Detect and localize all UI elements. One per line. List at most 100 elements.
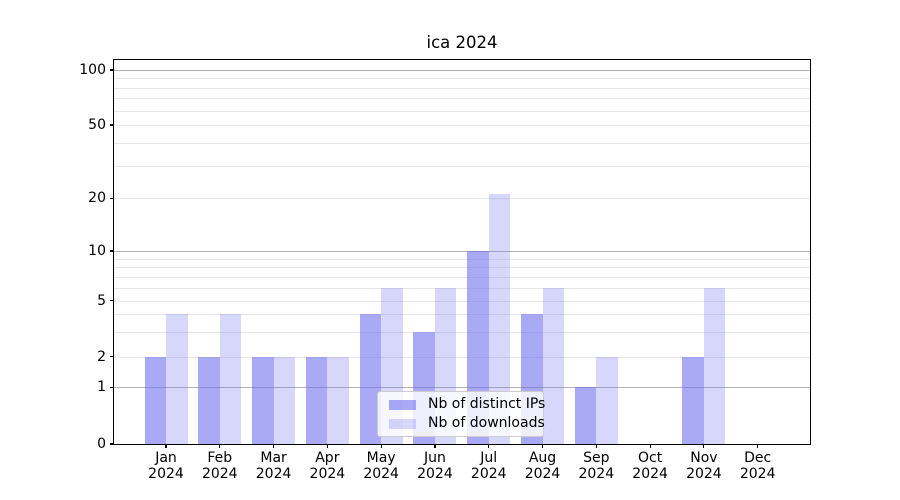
x-tick-mark (380, 444, 382, 448)
legend-swatch-downloads (389, 418, 416, 429)
bar-distinct-ips (682, 356, 704, 444)
gridline-minor (114, 356, 810, 358)
x-tick-label: Jan 2024 (134, 450, 198, 482)
x-tick-label-month: Mar (260, 450, 287, 466)
gridline-minor (114, 276, 810, 278)
x-tick-mark (488, 444, 490, 448)
gridline-minor (114, 300, 810, 302)
y-tick-mark (110, 69, 114, 71)
gridline-minor (114, 87, 810, 89)
x-tick-label-year: 2024 (686, 465, 722, 482)
x-tick-label-month: Feb (207, 450, 233, 466)
y-tick-mark (110, 124, 114, 126)
legend-item-downloads: Nb of downloads (386, 416, 545, 431)
y-tick-label: 50 (88, 117, 106, 133)
y-tick-mark (110, 300, 114, 302)
gridline-minor (114, 98, 810, 100)
gridline-minor (114, 287, 810, 289)
x-tick-label: Apr 2024 (295, 450, 359, 482)
x-tick-label: Mar 2024 (242, 450, 306, 482)
x-tick-label: Jul 2024 (457, 450, 521, 482)
gridline-minor (114, 165, 810, 167)
x-tick-label-month: Jul (480, 450, 498, 466)
x-tick-label: Jun 2024 (403, 450, 467, 482)
x-tick-label: Dec 2024 (726, 450, 790, 482)
bar-downloads (542, 287, 565, 444)
y-tick-label: 5 (97, 292, 106, 309)
bar-distinct-ips (305, 356, 328, 444)
gridline-major (114, 387, 810, 389)
x-tick-label-month: Dec (744, 450, 772, 466)
gridline-minor (114, 110, 810, 112)
x-tick-mark (703, 444, 705, 448)
x-tick-mark (541, 444, 544, 448)
x-tick-label-month: Jan (155, 450, 177, 466)
x-tick-label-year: 2024 (524, 465, 561, 482)
gridline-minor (114, 258, 810, 260)
x-tick-label-month: Oct (638, 450, 663, 466)
chart-title: ica 2024 (426, 33, 498, 52)
bar-downloads (327, 356, 349, 444)
legend-swatch-distinct-ips (389, 399, 416, 410)
x-tick-label-month: Sep (583, 450, 610, 466)
x-tick-label-month: Aug (528, 450, 557, 466)
x-tick-label: Sep 2024 (564, 450, 628, 482)
x-tick-label-month: Nov (690, 450, 718, 466)
bar-distinct-ips (574, 387, 597, 444)
x-tick-label-year: 2024 (578, 465, 615, 482)
x-tick-label: Oct 2024 (618, 450, 682, 482)
gridline-major (114, 251, 810, 252)
x-tick-label-year: 2024 (309, 465, 346, 482)
gridline-minor (114, 331, 810, 333)
bar-downloads (596, 356, 618, 444)
bar-distinct-ips (144, 356, 166, 444)
x-tick-label-month: Jun (424, 450, 446, 466)
y-tick-label: 1 (97, 379, 106, 396)
y-tick-label: 20 (88, 190, 106, 207)
x-tick-mark (219, 444, 221, 448)
y-tick-mark (110, 356, 114, 358)
y-tick-label: 10 (88, 243, 106, 259)
gridline-minor (114, 314, 810, 316)
bar-downloads (703, 287, 726, 444)
x-tick-mark (272, 444, 275, 448)
x-tick-label: Feb 2024 (188, 450, 252, 482)
bar-downloads (488, 194, 511, 444)
x-tick-mark (595, 444, 597, 448)
x-tick-mark (165, 444, 167, 448)
y-tick-label: 0 (97, 436, 106, 452)
x-tick-label: May 2024 (349, 450, 413, 482)
x-tick-label-year: 2024 (148, 465, 184, 482)
x-tick-label-year: 2024 (363, 465, 399, 482)
bar-distinct-ips (359, 314, 382, 444)
gridline-minor (114, 125, 810, 126)
y-tick-mark (110, 197, 114, 199)
y-tick-label: 100 (79, 62, 106, 78)
gridline-minor (114, 78, 810, 80)
x-tick-label: Aug 2024 (511, 450, 575, 482)
x-tick-label-month: Apr (315, 450, 340, 466)
gridline-minor (114, 198, 810, 200)
gridline-minor (114, 266, 810, 268)
bar-distinct-ips (252, 356, 274, 444)
bar-downloads (273, 356, 296, 444)
x-tick-mark (434, 444, 436, 448)
x-tick-label-year: 2024 (201, 465, 238, 482)
x-tick-label: Nov 2024 (672, 450, 736, 482)
x-tick-label-year: 2024 (632, 465, 668, 482)
gridline-major (114, 70, 810, 71)
bar-downloads (219, 314, 242, 444)
x-tick-mark (649, 444, 651, 448)
x-tick-label-year: 2024 (255, 465, 292, 482)
bar-downloads (166, 314, 188, 444)
x-tick-label-year: 2024 (470, 465, 507, 482)
legend-item-distinct-ips: Nb of distinct IPs (386, 397, 545, 412)
y-tick-mark (110, 443, 114, 445)
bar-distinct-ips (198, 356, 220, 444)
y-tick-mark (110, 386, 114, 388)
legend: Nb of distinct IPs Nb of downloads (377, 391, 545, 437)
gridline-minor (114, 142, 810, 144)
x-tick-label-year: 2024 (417, 465, 453, 482)
legend-label-downloads: Nb of downloads (428, 415, 545, 431)
